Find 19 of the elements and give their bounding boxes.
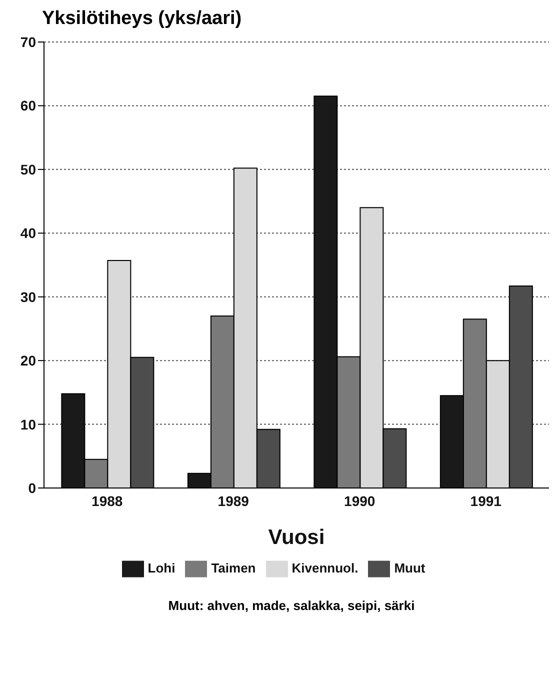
y-axis-title: Yksilötiheys (yks/aari)	[42, 8, 243, 30]
x-tick-label: 1988	[92, 492, 123, 509]
x-axis-title: Vuosi	[268, 526, 325, 549]
legend-label: Kivennuol.	[292, 560, 358, 576]
y-tick-label: 30	[20, 288, 36, 305]
y-tick-label: 40	[20, 225, 36, 242]
y-tick-label: 50	[20, 161, 36, 178]
legend-label: Taimen	[211, 560, 256, 576]
y-tick-label: 20	[20, 352, 36, 369]
x-tick-label: 1990	[344, 492, 376, 509]
y-tick-label: 60	[20, 98, 36, 114]
x-tick-label: 1989	[218, 492, 250, 509]
y-tick-label: 10	[20, 416, 36, 432]
y-tick-label: 70	[20, 34, 36, 50]
text: Muut: ahven, made, salakka, seipi, särki	[167, 598, 416, 613]
legend-label: Lohi	[148, 560, 176, 576]
y-tick-label: 0	[28, 480, 36, 496]
legend-label: Muut	[394, 560, 426, 576]
x-tick-label: 1991	[470, 492, 502, 509]
